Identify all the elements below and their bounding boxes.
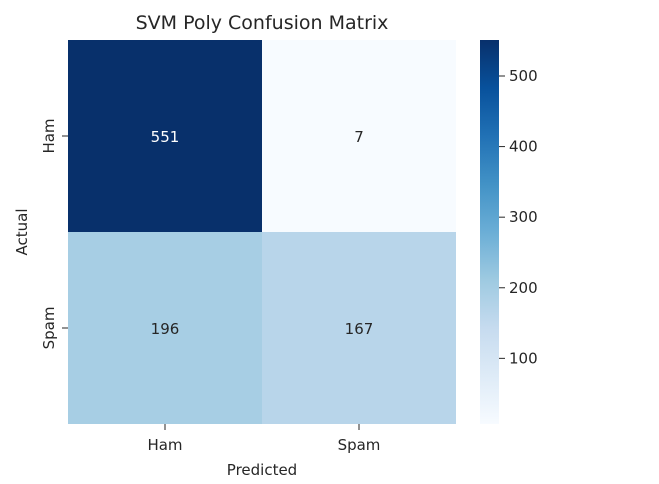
heatmap-cells bbox=[68, 40, 456, 424]
x-tick-label: Spam bbox=[338, 436, 381, 454]
colorbar-tick-label: 200 bbox=[509, 279, 538, 297]
cell-value-label: 551 bbox=[151, 128, 180, 146]
heatmap-cell bbox=[68, 232, 262, 424]
chart-title: SVM Poly Confusion Matrix bbox=[136, 12, 389, 34]
colorbar-tick-label: 300 bbox=[509, 208, 538, 226]
y-axis: Ham Spam bbox=[40, 118, 68, 349]
y-tick-label: Ham bbox=[40, 118, 58, 153]
cell-annotations: 551 7 196 167 bbox=[151, 128, 374, 338]
cell-value-label: 7 bbox=[354, 128, 364, 146]
colorbar-tick-label: 100 bbox=[509, 349, 538, 367]
x-tick-label: Ham bbox=[147, 436, 182, 454]
heatmap-cell bbox=[262, 232, 456, 424]
heatmap-cell bbox=[262, 40, 456, 232]
heatmap-cell bbox=[68, 40, 262, 232]
cell-value-label: 196 bbox=[151, 320, 180, 338]
colorbar-tick-label: 500 bbox=[509, 67, 538, 85]
y-axis-label: Actual bbox=[13, 209, 31, 256]
y-tick-label: Spam bbox=[40, 307, 58, 350]
cell-value-label: 167 bbox=[345, 320, 374, 338]
x-axis-label: Predicted bbox=[227, 461, 297, 479]
colorbar-gradient bbox=[480, 40, 499, 424]
colorbar-tick-label: 400 bbox=[509, 138, 538, 156]
colorbar: 100 200 300 400 500 bbox=[480, 40, 538, 424]
x-axis: Ham Spam bbox=[147, 424, 380, 454]
